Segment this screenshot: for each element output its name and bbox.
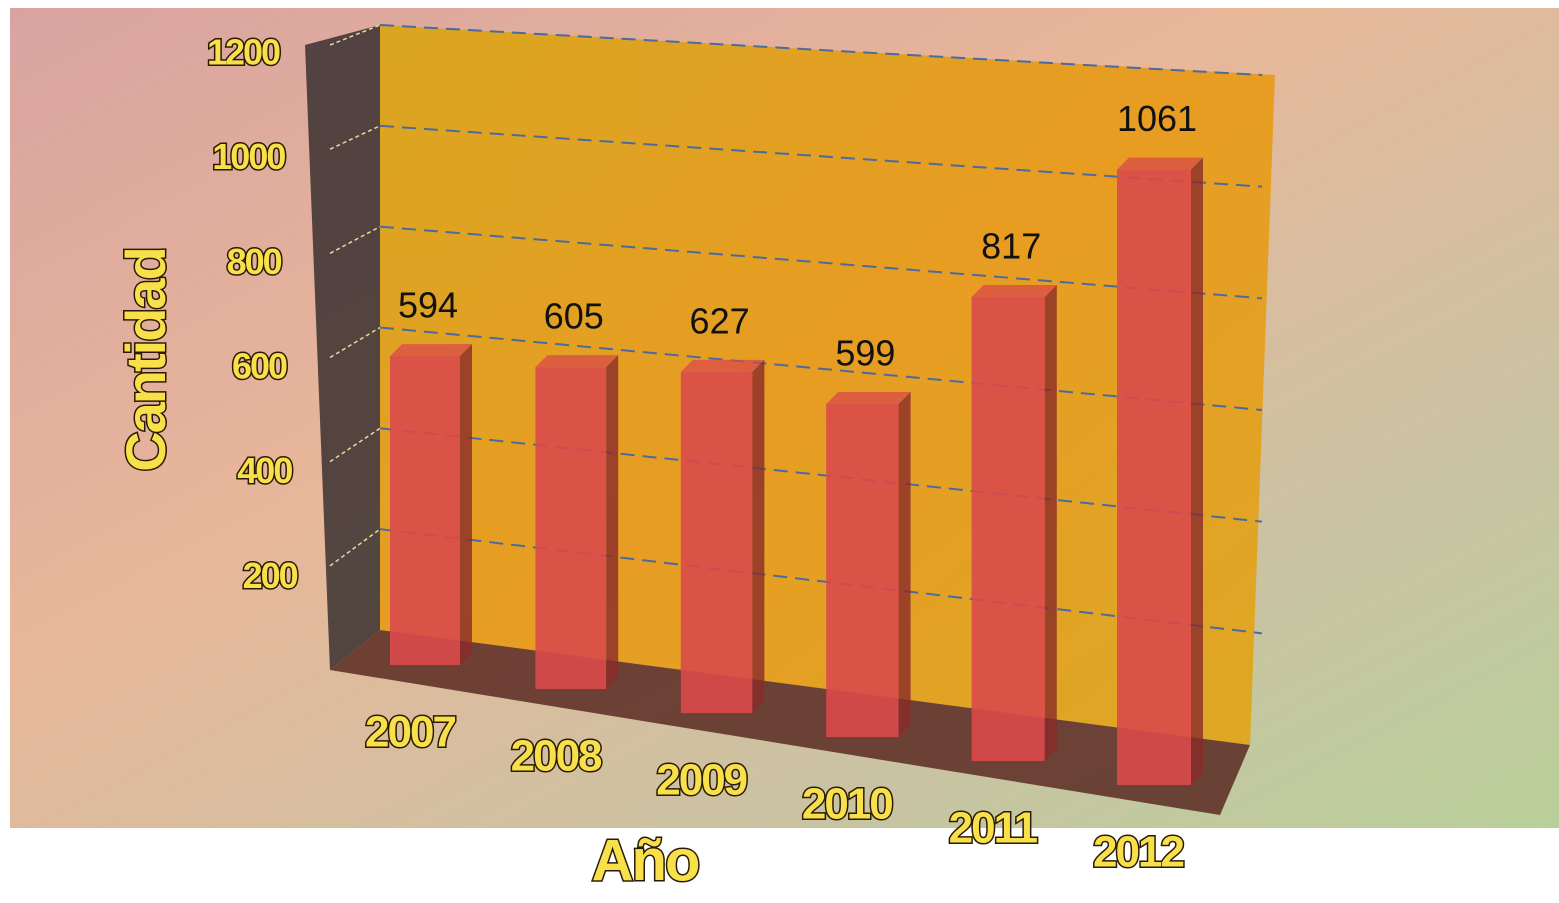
value-label: 605 bbox=[544, 296, 604, 337]
value-label: 594 bbox=[398, 285, 458, 326]
y-tick-label: 400 bbox=[237, 450, 292, 491]
x-tick-label: 2011 bbox=[949, 804, 1038, 853]
grid-line bbox=[379, 326, 1263, 411]
bar-side bbox=[898, 391, 911, 737]
x-tick-label: 2007 bbox=[365, 708, 455, 757]
value-label: 599 bbox=[835, 332, 895, 373]
x-tick-label: 2008 bbox=[511, 732, 602, 781]
side-grid-line bbox=[329, 125, 381, 150]
y-tick-label: 600 bbox=[232, 346, 287, 387]
bar-top bbox=[826, 391, 911, 404]
bar bbox=[971, 296, 1045, 761]
y-tick-label: 200 bbox=[243, 555, 298, 596]
x-tick-label: 2009 bbox=[656, 756, 746, 805]
side-wall bbox=[305, 25, 380, 670]
bar-top bbox=[971, 284, 1057, 297]
y-axis-title: Cantidad bbox=[114, 248, 177, 472]
side-grid-line bbox=[329, 24, 381, 46]
side-grid-line bbox=[329, 427, 381, 463]
x-tick-label: 2012 bbox=[1093, 828, 1183, 877]
value-label: 817 bbox=[981, 225, 1041, 266]
grid-line bbox=[379, 124, 1263, 188]
grid-line bbox=[379, 225, 1263, 300]
bar-side bbox=[752, 359, 765, 713]
grid-line bbox=[379, 24, 1263, 76]
x-axis-title: Año bbox=[592, 828, 699, 893]
bar-top bbox=[680, 359, 765, 372]
side-grid-line bbox=[329, 226, 381, 254]
bar bbox=[535, 367, 607, 689]
bar bbox=[390, 356, 460, 665]
grid-line bbox=[379, 528, 1263, 635]
value-label: 1061 bbox=[1117, 98, 1197, 139]
side-grid-line bbox=[329, 326, 381, 359]
bar-side bbox=[460, 344, 472, 665]
bar-top bbox=[1117, 157, 1203, 170]
side-grid-line bbox=[329, 528, 381, 567]
x-tick-label: 2010 bbox=[802, 780, 892, 829]
bar bbox=[1117, 169, 1191, 785]
bar-side bbox=[1191, 157, 1203, 785]
value-label: 627 bbox=[690, 300, 750, 341]
bar bbox=[826, 403, 899, 737]
bar-side bbox=[606, 355, 619, 689]
bar-top bbox=[535, 355, 619, 368]
grid-line bbox=[379, 427, 1263, 523]
bar-side bbox=[1044, 284, 1057, 761]
y-tick-label: 1200 bbox=[207, 32, 280, 73]
bar bbox=[680, 371, 753, 713]
y-tick-label: 1000 bbox=[212, 136, 285, 177]
bar-top bbox=[390, 344, 472, 357]
y-tick-label: 800 bbox=[227, 241, 282, 282]
